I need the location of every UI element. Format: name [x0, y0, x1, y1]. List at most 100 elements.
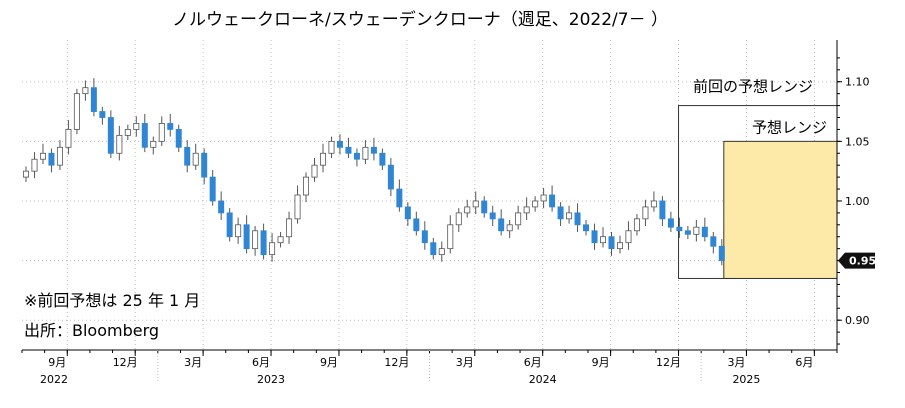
x-tick-label: 3月 [727, 356, 745, 369]
y-axis: 0.900.951.001.051.100.95 [836, 40, 876, 350]
chart-title: ノルウェークローネ/スウェーデンクローナ（週足、2022/7－ ） [172, 9, 668, 30]
x-tick-label: 9月 [48, 356, 66, 369]
candle-body [616, 242, 623, 250]
candles [22, 78, 725, 266]
candle-body [65, 129, 72, 148]
candle-body [294, 194, 301, 220]
note-source: 出所：Bloomberg [24, 321, 159, 340]
year-label: 2025 [732, 373, 760, 386]
candle-body [633, 218, 640, 232]
year-label: 2022 [40, 373, 68, 386]
candle-body [90, 87, 97, 112]
candle-body [184, 146, 191, 166]
candle-body [566, 212, 573, 220]
candle-body [252, 230, 259, 250]
candle-body [209, 176, 216, 202]
candle-body [659, 200, 666, 220]
previous-forecast-range-label: 前回の予想レンジ [693, 78, 813, 96]
candle-body [116, 134, 123, 154]
candle-body [642, 206, 649, 220]
candle-body [107, 117, 114, 154]
candle-body [345, 146, 352, 154]
x-tick-label: 9月 [592, 356, 610, 369]
candle-body [455, 212, 462, 226]
candle-body [447, 224, 454, 250]
candle-body [150, 140, 157, 148]
candle-body [48, 152, 55, 166]
candle-body [22, 170, 29, 178]
x-tick-label: 9月 [320, 356, 338, 369]
x-axis: 9月 12月 3月 6月 9月 12月 3月 6月 9月 12月 3月 6月 2022 2023 2024 2… [21, 349, 838, 386]
candle-body [141, 123, 148, 148]
candle-body [303, 176, 310, 196]
candle-body [540, 194, 547, 202]
candle-body [133, 123, 140, 130]
candle-body [379, 152, 386, 166]
candle-body [82, 87, 89, 95]
candle-body [583, 224, 590, 232]
candle-body [158, 123, 165, 142]
candle-body [31, 158, 38, 172]
candle-body [362, 146, 369, 160]
candle-body [124, 129, 131, 136]
candle-body [523, 206, 530, 214]
candle-body [192, 152, 199, 166]
candle-body [167, 123, 174, 130]
x-tick-label: 3月 [456, 356, 474, 369]
candle-body [532, 200, 539, 208]
candle-body [277, 236, 284, 244]
y-tick-label: 1.00 [845, 195, 870, 208]
x-tick-label: 12月 [656, 356, 681, 369]
notes: ※前回予想は 25 年 1 月出所：Bloomberg [24, 291, 200, 340]
candle-body [481, 200, 488, 214]
candle-body [201, 152, 208, 178]
x-tick-label: 12月 [113, 356, 138, 369]
x-tick-label: 6月 [795, 356, 813, 369]
x-tick-label: 6月 [524, 356, 542, 369]
candle-body [438, 248, 445, 256]
candle-body [370, 146, 377, 154]
candle-body [39, 152, 46, 160]
candle-body [328, 140, 335, 154]
candle-body [600, 236, 607, 244]
year-label: 2024 [529, 373, 557, 386]
candle-body [650, 200, 657, 208]
candle-body [260, 230, 267, 256]
candle-body [430, 242, 437, 256]
candle-body [591, 230, 598, 244]
candle-body [710, 236, 717, 247]
forecast-range-label: 予想レンジ [752, 118, 827, 136]
x-tick-label: 12月 [384, 356, 409, 369]
candle-body [574, 212, 581, 226]
candle-body [286, 218, 293, 238]
candle-body [506, 224, 513, 232]
candle-body [718, 245, 725, 261]
candle-body [99, 111, 106, 118]
candle-body [472, 200, 479, 208]
candle-body [404, 206, 411, 220]
candle-body [489, 212, 496, 220]
candle-body [676, 226, 683, 232]
candle-body [226, 212, 233, 238]
candle-body [464, 206, 471, 214]
y-tick-label: 1.10 [845, 76, 870, 89]
candle-body [319, 152, 326, 166]
candle-body [243, 224, 250, 250]
forecast-range [723, 140, 838, 279]
candle-body [693, 226, 700, 235]
last-value-label: 0.95 [849, 255, 876, 268]
candle-body [667, 218, 674, 228]
candle-body [684, 230, 691, 235]
last-value-marker [838, 252, 875, 269]
candle-body [625, 230, 632, 244]
candle-body [311, 164, 318, 178]
candle-body [336, 140, 343, 148]
candle-body [175, 129, 182, 148]
candle-body [557, 206, 564, 220]
year-label: 2023 [257, 373, 285, 386]
candle-body [396, 188, 403, 208]
candle-body [235, 224, 242, 238]
candle-body [608, 236, 615, 250]
